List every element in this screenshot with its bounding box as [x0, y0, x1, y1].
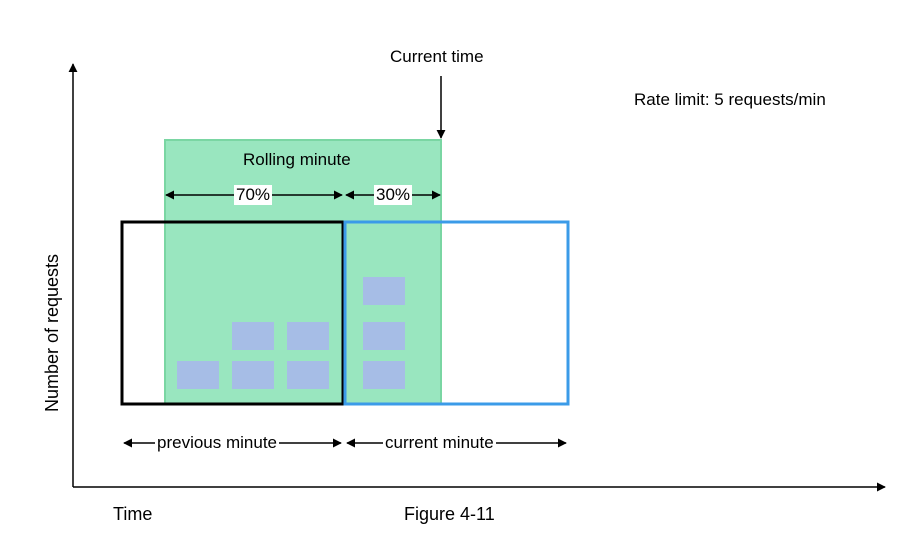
current-minute-window — [343, 220, 570, 406]
x-axis-label: Time — [113, 504, 153, 524]
request-block — [363, 322, 405, 350]
previous-minute-window — [120, 220, 345, 406]
figure-caption: Figure 4-11 — [404, 504, 495, 524]
request-block — [177, 361, 219, 389]
request-block — [232, 322, 274, 350]
rate-limit-label: Rate limit: 5 requests/min — [634, 90, 826, 109]
request-block — [287, 322, 329, 350]
request-block — [232, 361, 274, 389]
y-axis-label: Number of requests — [42, 253, 62, 413]
current-minute-label: current minute — [383, 433, 496, 453]
pct-previous-label: 70% — [234, 185, 273, 205]
rolling-minute-label: Rolling minute — [243, 150, 351, 169]
rolling-minute-window — [164, 139, 442, 405]
request-block — [363, 361, 405, 389]
request-block — [287, 361, 329, 389]
pct-current-label: 30% — [374, 185, 413, 205]
request-block — [363, 277, 405, 305]
previous-minute-label: previous minute — [155, 433, 280, 453]
current-time-label: Current time — [390, 47, 484, 66]
